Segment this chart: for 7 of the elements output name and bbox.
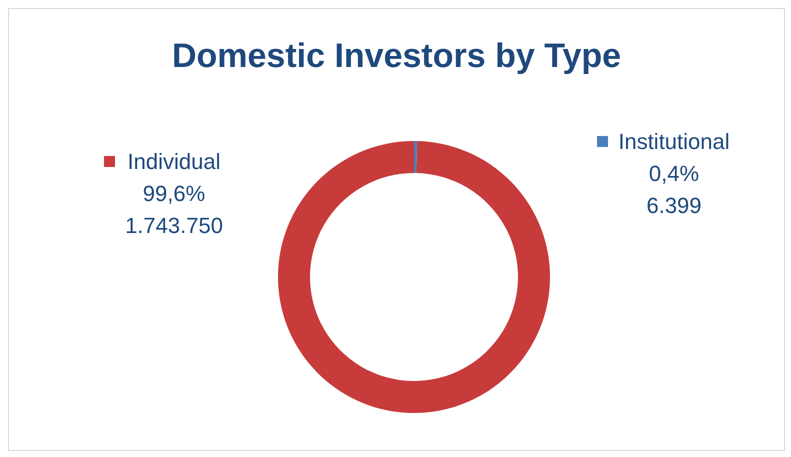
chart-title: Domestic Investors by Type	[170, 37, 622, 76]
legend-label: Institutional	[618, 129, 730, 154]
legend-label: Individual	[128, 149, 220, 174]
donut-slice	[414, 141, 418, 174]
donut-slice	[278, 141, 550, 413]
data-label: 99,6% 1.743.750	[125, 181, 223, 238]
data-label: 0,4% 6.399	[646, 161, 702, 218]
